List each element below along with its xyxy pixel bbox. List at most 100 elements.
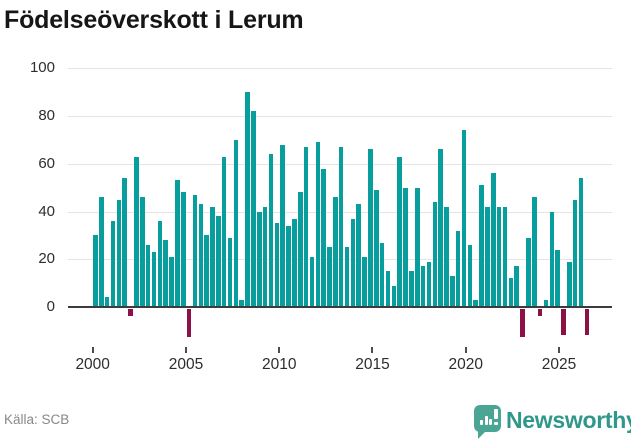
bar bbox=[175, 180, 180, 307]
x-tick-label: 2010 bbox=[261, 356, 297, 373]
bar bbox=[502, 206, 508, 307]
bar bbox=[251, 111, 256, 307]
chart-title: Födelseöverskott i Lerum bbox=[4, 6, 304, 34]
bar bbox=[122, 178, 128, 307]
bar bbox=[280, 144, 285, 307]
x-axis-tick bbox=[91, 347, 94, 353]
bar bbox=[116, 199, 122, 307]
x-tick-label: 2020 bbox=[448, 356, 483, 373]
bar bbox=[491, 173, 496, 307]
bar bbox=[93, 235, 98, 307]
bar bbox=[414, 187, 420, 307]
mini-bar-icon bbox=[489, 418, 492, 425]
x-axis-tick bbox=[371, 347, 374, 353]
bar bbox=[198, 204, 204, 307]
bar bbox=[356, 204, 362, 307]
bar bbox=[526, 237, 531, 307]
exclamation-dot-icon bbox=[494, 421, 498, 425]
x-tick-label: 2000 bbox=[75, 356, 110, 373]
bar bbox=[391, 285, 397, 307]
bar bbox=[572, 199, 578, 307]
bar bbox=[110, 221, 116, 307]
bar bbox=[450, 275, 455, 307]
bar bbox=[426, 261, 432, 307]
bar bbox=[467, 244, 473, 307]
negative-bar bbox=[537, 308, 543, 316]
newsworthy-wordmark: Newsworthy bbox=[506, 407, 631, 433]
y-tick-label: 0 bbox=[46, 298, 55, 315]
bar bbox=[338, 147, 344, 307]
bar bbox=[461, 130, 467, 307]
y-tick-label: 60 bbox=[38, 154, 55, 172]
bar bbox=[262, 206, 268, 307]
bar bbox=[268, 154, 274, 307]
bar bbox=[496, 206, 502, 307]
bar bbox=[227, 237, 233, 307]
bar bbox=[221, 156, 227, 307]
bar bbox=[99, 197, 104, 307]
x-axis-tick bbox=[184, 347, 187, 353]
exclamation-icon bbox=[494, 409, 498, 419]
bar bbox=[239, 299, 245, 307]
bar bbox=[403, 187, 408, 307]
bar bbox=[274, 223, 280, 307]
bar bbox=[514, 266, 519, 307]
negative-bar bbox=[584, 308, 590, 335]
bar bbox=[508, 278, 514, 307]
bar bbox=[555, 249, 560, 307]
bar bbox=[327, 247, 332, 307]
bar bbox=[303, 147, 309, 307]
source-label: Källa: SCB bbox=[4, 412, 70, 427]
negative-bar bbox=[128, 308, 133, 316]
bar bbox=[134, 156, 139, 307]
x-axis-tick bbox=[278, 347, 281, 353]
bar bbox=[233, 139, 239, 307]
bar bbox=[368, 149, 373, 307]
bar bbox=[192, 194, 198, 307]
bar bbox=[315, 142, 321, 307]
bar bbox=[344, 247, 350, 307]
bar bbox=[151, 252, 157, 307]
mini-bar-icon bbox=[480, 420, 483, 425]
newsworthy-bubble-chart-icon bbox=[474, 405, 501, 439]
bar bbox=[321, 168, 326, 307]
bar bbox=[567, 261, 572, 307]
x-tick-label: 2025 bbox=[541, 356, 577, 373]
bar bbox=[362, 256, 367, 307]
bar bbox=[543, 299, 549, 307]
bar bbox=[333, 197, 338, 307]
bar bbox=[257, 211, 262, 307]
bar bbox=[409, 271, 414, 307]
bar bbox=[145, 244, 151, 307]
bar bbox=[479, 185, 484, 307]
bar bbox=[379, 242, 385, 307]
bar bbox=[455, 230, 461, 307]
x-axis-tick bbox=[558, 347, 560, 353]
negative-bar bbox=[520, 308, 525, 338]
bar bbox=[216, 216, 221, 307]
bar bbox=[444, 206, 449, 307]
bar bbox=[309, 256, 315, 307]
bar bbox=[292, 218, 297, 307]
x-axis-line bbox=[68, 306, 612, 308]
x-axis-tick bbox=[464, 347, 467, 353]
y-tick-label: 40 bbox=[38, 202, 55, 220]
bar bbox=[286, 225, 291, 307]
bar bbox=[531, 197, 537, 307]
x-tick-label: 2015 bbox=[355, 356, 390, 373]
speech-bubble-tail bbox=[478, 430, 487, 439]
bar bbox=[180, 192, 186, 307]
y-tick-label: 20 bbox=[38, 250, 55, 268]
bar bbox=[420, 266, 426, 307]
bar bbox=[163, 240, 168, 307]
bar bbox=[485, 206, 490, 307]
bar bbox=[204, 235, 209, 307]
gridline bbox=[68, 68, 612, 70]
negative-bar bbox=[186, 308, 192, 338]
bar bbox=[210, 206, 215, 307]
mini-bar-icon bbox=[484, 416, 488, 425]
bar bbox=[245, 92, 250, 307]
bar bbox=[473, 299, 479, 307]
bar bbox=[438, 149, 443, 307]
